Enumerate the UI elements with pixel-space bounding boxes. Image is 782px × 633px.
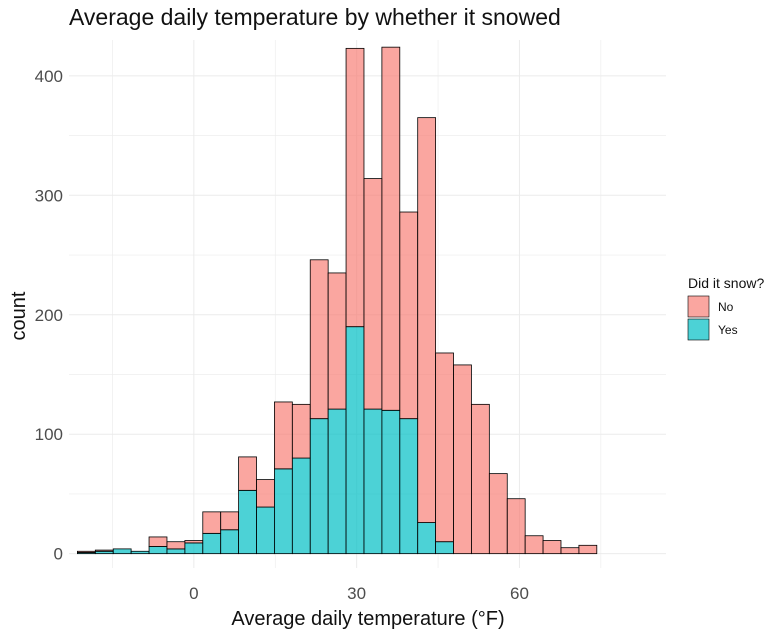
bar-no	[291, 403, 311, 459]
y-tick-label: 400	[35, 67, 63, 86]
bar-no	[578, 544, 598, 555]
bar-no	[399, 211, 419, 420]
y-tick-label: 100	[35, 425, 63, 444]
legend: Did it snow? No Yes	[687, 275, 764, 341]
bar-no	[417, 117, 437, 524]
bar-no	[202, 511, 222, 534]
bar-yes	[112, 548, 132, 555]
bar-no	[524, 535, 544, 555]
bar-yes	[130, 550, 150, 555]
bar-yes	[166, 548, 186, 555]
bar-no	[471, 403, 490, 555]
bar-yes	[417, 522, 437, 555]
histogram-bars	[77, 46, 598, 555]
bar-yes	[363, 408, 383, 555]
legend-label-no: No	[718, 300, 734, 314]
bar-no	[238, 456, 257, 491]
bar-yes	[148, 546, 168, 555]
bar-yes	[345, 326, 365, 555]
x-tick-label: 0	[189, 584, 198, 603]
legend-swatch-yes	[687, 318, 710, 341]
bar-no	[435, 352, 454, 543]
y-axis-title: count	[8, 291, 30, 340]
bar-no	[488, 473, 508, 555]
bar-yes	[184, 542, 204, 555]
y-tick-label: 300	[35, 186, 63, 205]
bar-no	[453, 364, 472, 555]
bar-no	[381, 46, 401, 411]
bar-no	[256, 479, 275, 508]
bar-no	[148, 536, 168, 547]
y-tick-label: 200	[35, 306, 63, 325]
y-tick-label: 0	[54, 545, 63, 564]
bar-yes	[309, 418, 329, 555]
bar-yes	[435, 541, 454, 555]
bar-yes	[327, 408, 347, 555]
bar-yes	[202, 532, 222, 555]
legend-label-yes: Yes	[718, 323, 738, 337]
bar-no	[506, 498, 526, 555]
bar-yes	[274, 468, 293, 555]
bar-no	[166, 541, 186, 550]
bar-no	[184, 540, 204, 544]
bar-no	[94, 549, 114, 552]
x-tick-label: 30	[347, 584, 366, 603]
y-tick-labels: 0 100 200 300 400	[35, 67, 63, 564]
chart-title: Average daily temperature by whether it …	[69, 4, 561, 30]
bar-no	[309, 259, 329, 420]
bar-yes	[256, 506, 275, 555]
bar-no	[220, 511, 240, 531]
legend-swatch-no	[687, 295, 710, 318]
bar-no	[345, 47, 365, 328]
x-axis-title: Average daily temperature (°F)	[231, 608, 504, 630]
bar-no	[327, 272, 347, 410]
x-tick-label: 60	[510, 584, 529, 603]
bar-yes	[399, 418, 419, 555]
bar-yes	[238, 489, 257, 555]
bar-no	[274, 401, 293, 470]
bar-yes	[220, 529, 240, 555]
legend-title: Did it snow?	[688, 275, 764, 291]
bar-yes	[291, 457, 311, 555]
bar-no	[542, 540, 562, 555]
bar-no	[77, 550, 96, 553]
bar-no	[560, 547, 580, 555]
x-tick-labels: 0 30 60	[189, 584, 529, 603]
bar-yes	[381, 409, 401, 555]
bar-no	[363, 178, 383, 410]
